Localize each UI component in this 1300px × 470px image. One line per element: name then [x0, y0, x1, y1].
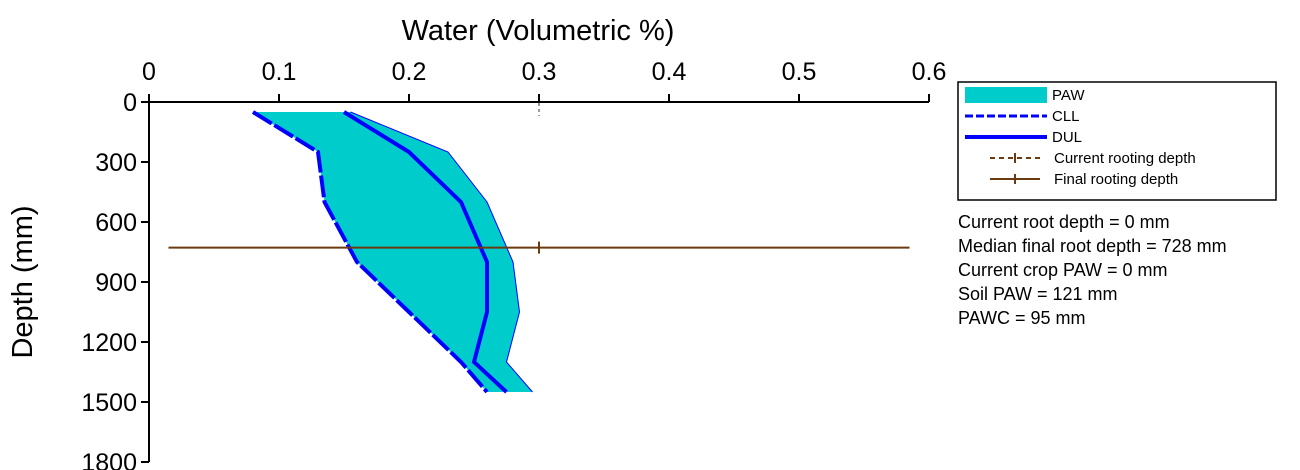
x-tick-label: 0.1	[262, 58, 297, 86]
x-tick-label: 0.4	[652, 58, 687, 86]
y-tick-label: 0	[123, 89, 137, 117]
legend-item: CLL	[965, 108, 1080, 125]
pawc-text: PAWC = 95 mm	[958, 308, 1086, 328]
legend-item: Final rooting depth	[990, 171, 1178, 188]
y-tick-label: 300	[95, 149, 137, 177]
paw-area	[253, 112, 533, 392]
dul-line	[342, 110, 508, 394]
legend-item: PAW	[965, 87, 1085, 104]
legend: PAW CLL DUL Current rooting depth Final root…	[957, 81, 1277, 201]
legend-item: DUL	[965, 129, 1082, 146]
legend-label: Final rooting depth	[1054, 171, 1178, 188]
y-ticks: 0 300 600 900 1200 1500 1800	[81, 89, 149, 470]
root-depth-stats: Current root depth = 0 mm Median final r…	[958, 210, 1227, 330]
x-tick-label: 0.3	[522, 58, 557, 86]
soil-paw-text: Soil PAW = 121 mm	[958, 284, 1118, 304]
y-tick-label: 1200	[81, 329, 137, 357]
x-tick-label: 0.6	[912, 58, 947, 86]
current-crop-paw-text: Current crop PAW = 0 mm	[958, 260, 1168, 280]
y-tick-label: 600	[95, 209, 137, 237]
legend-label: Current rooting depth	[1054, 150, 1196, 167]
x-axis-title: Water (Volumetric %)	[402, 15, 675, 47]
x-tick-label: 0	[142, 58, 156, 86]
y-tick-label: 1800	[81, 449, 137, 470]
cll-line	[251, 110, 489, 394]
axes: 0 0.1 0.2 0.3 0.4 0.5 0.6 0 300 600 900 1200 1500 18…	[81, 58, 946, 470]
x-tick-label: 0.2	[392, 58, 427, 86]
y-axis-title: Depth (mm)	[7, 205, 39, 358]
legend-label: PAW	[1052, 87, 1085, 104]
y-tick-label: 900	[95, 269, 137, 297]
paw-outer-outline	[350, 111, 533, 393]
x-tick-label: 0.5	[782, 58, 817, 86]
current-root-depth-text: Current root depth = 0 mm	[958, 212, 1170, 232]
median-final-root-depth-text: Median final root depth = 728 mm	[958, 236, 1227, 256]
plot-area	[168, 97, 910, 394]
x-ticks: 0 0.1 0.2 0.3 0.4 0.5 0.6	[142, 58, 946, 102]
legend-label: CLL	[1052, 108, 1080, 125]
legend-item: Current rooting depth	[990, 150, 1196, 167]
y-tick-label: 1500	[81, 389, 137, 417]
legend-label: DUL	[1052, 129, 1082, 146]
legend-swatch-paw	[965, 87, 1047, 103]
